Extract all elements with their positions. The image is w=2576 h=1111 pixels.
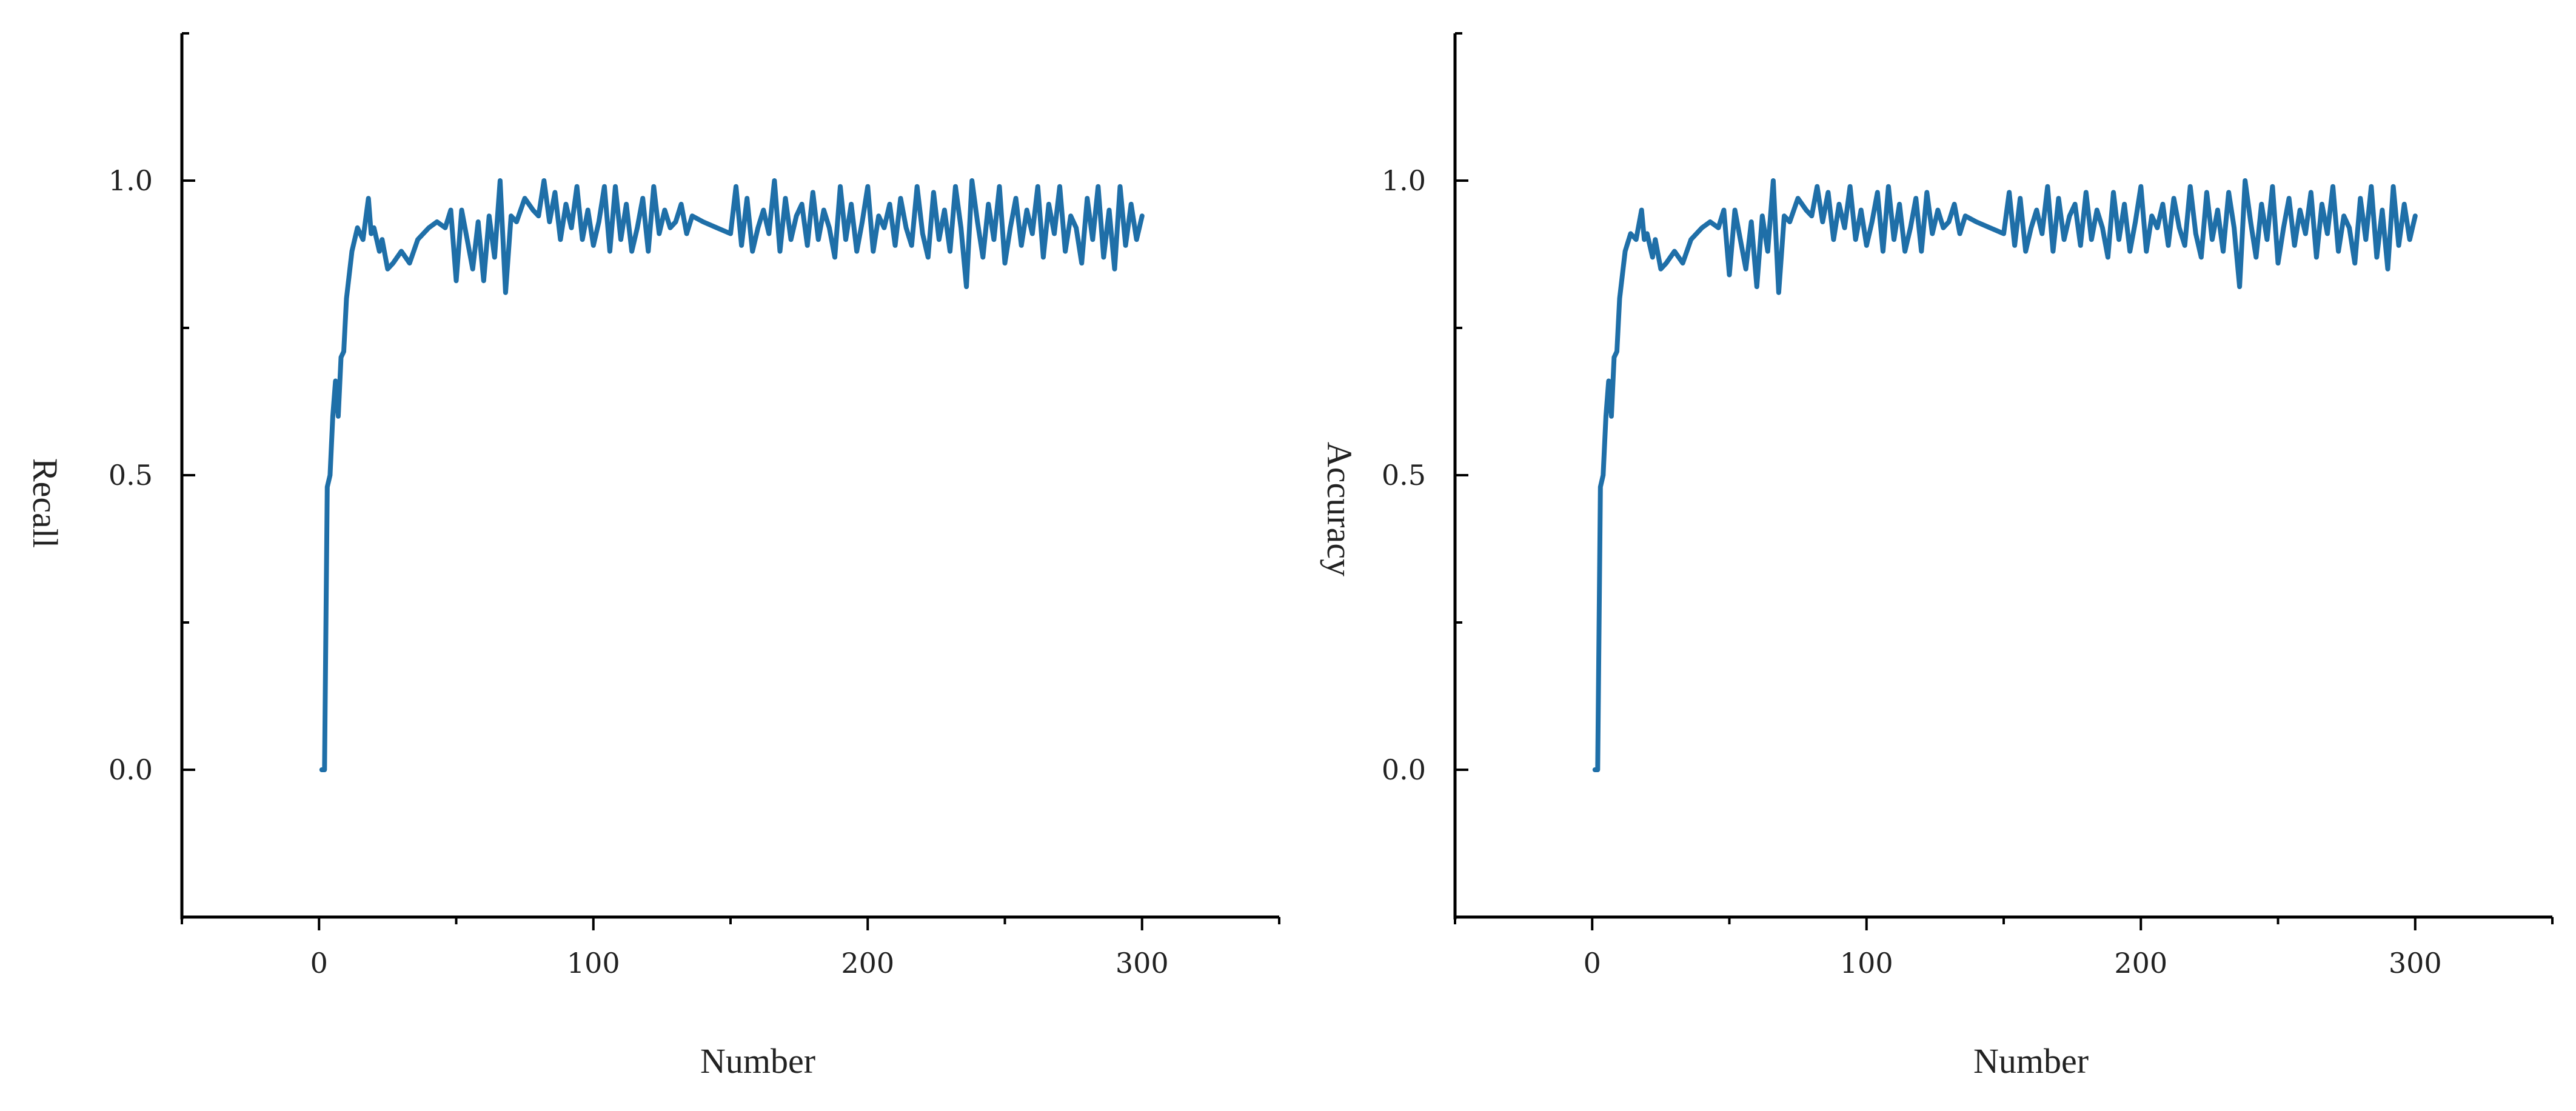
accuracy-chart: 0.0 0.5 1.0 0 100 200 300 Number Accuracy bbox=[1320, 32, 2554, 1081]
accuracy-x-tick-label: 0 bbox=[1584, 947, 1601, 979]
recall-y-tick-label: 0.5 bbox=[109, 459, 153, 492]
recall-x-tick-label: 200 bbox=[841, 947, 894, 979]
accuracy-y-tick-label: 1.0 bbox=[1382, 164, 1426, 197]
accuracy-x-axis-title: Number bbox=[1973, 1041, 2089, 1081]
accuracy-series-line bbox=[1592, 178, 2418, 772]
accuracy-y-tick-label: 0.5 bbox=[1382, 459, 1426, 492]
recall-x-tick-label: 300 bbox=[1116, 947, 1169, 979]
recall-x-tick-label: 0 bbox=[310, 947, 328, 979]
accuracy-y-tick-label: 0.0 bbox=[1382, 753, 1426, 786]
accuracy-x-tick-label: 300 bbox=[2389, 947, 2442, 979]
recall-chart: 0.0 0.5 1.0 0 100 200 300 Number Recall bbox=[25, 32, 1280, 1081]
recall-x-axis-title: Number bbox=[700, 1041, 815, 1081]
recall-series-line bbox=[319, 178, 1145, 772]
accuracy-y-axis-title: Accuracy bbox=[1320, 442, 1359, 576]
recall-y-axis-title: Recall bbox=[25, 458, 65, 548]
recall-x-tick-label: 100 bbox=[567, 947, 620, 979]
accuracy-x-tick-label: 200 bbox=[2114, 947, 2167, 979]
recall-y-tick-label: 0.0 bbox=[109, 753, 153, 786]
accuracy-x-tick-label: 100 bbox=[1840, 947, 1893, 979]
recall-y-tick-label: 1.0 bbox=[109, 164, 153, 197]
